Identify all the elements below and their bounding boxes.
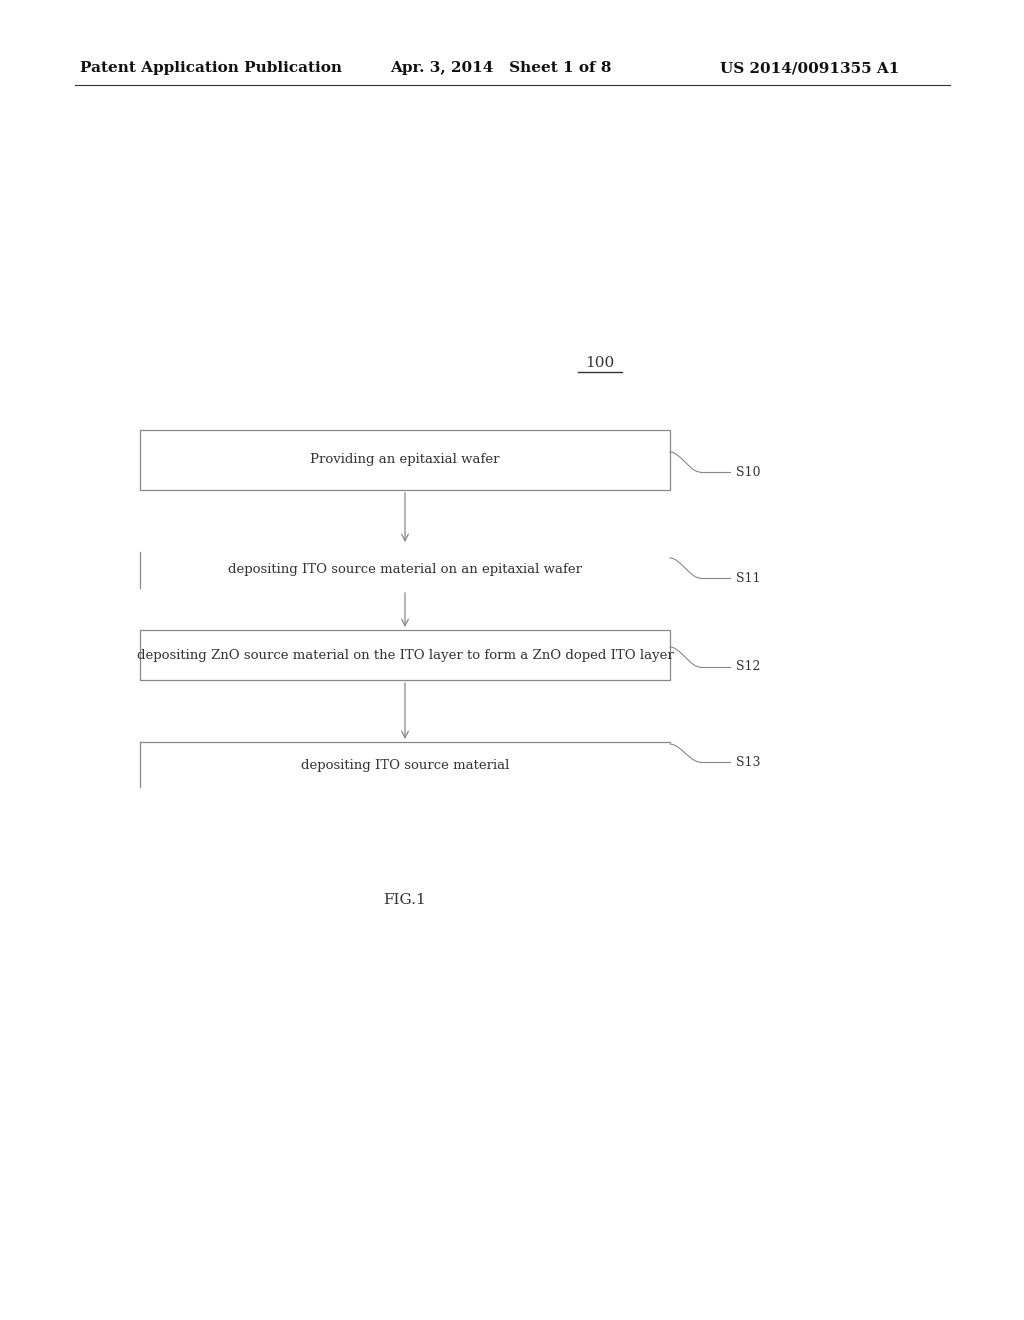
- Text: S13: S13: [736, 755, 761, 768]
- Text: Providing an epitaxial wafer: Providing an epitaxial wafer: [310, 454, 500, 466]
- Bar: [140, 430, 670, 490]
- Text: US 2014/0091355 A1: US 2014/0091355 A1: [720, 61, 899, 75]
- Text: depositing ITO source material: depositing ITO source material: [301, 759, 509, 771]
- Text: Apr. 3, 2014   Sheet 1 of 8: Apr. 3, 2014 Sheet 1 of 8: [390, 61, 611, 75]
- Text: 100: 100: [586, 356, 614, 370]
- Text: FIG.1: FIG.1: [384, 894, 426, 907]
- Text: depositing ZnO source material on the ITO layer to form a ZnO doped ITO layer: depositing ZnO source material on the IT…: [136, 648, 674, 661]
- Text: Patent Application Publication: Patent Application Publication: [80, 61, 342, 75]
- Text: depositing ITO source material on an epitaxial wafer: depositing ITO source material on an epi…: [228, 564, 582, 577]
- Text: S11: S11: [736, 572, 761, 585]
- Bar: [140, 630, 670, 680]
- Text: S10: S10: [736, 466, 761, 479]
- Text: S12: S12: [736, 660, 761, 673]
